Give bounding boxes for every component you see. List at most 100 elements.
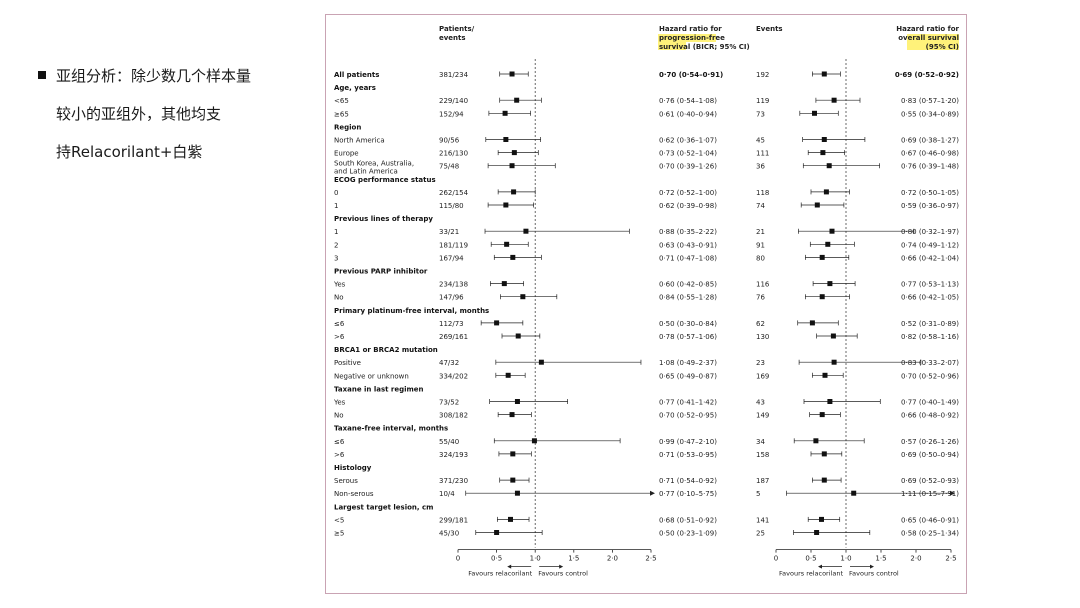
events-value: 36 <box>756 163 765 171</box>
os-hr-value: 0·57 (0·26–1·26) <box>901 438 959 446</box>
pfs-hr-value: 0·78 (0·57–1·06) <box>659 333 717 341</box>
events-value: 158 <box>756 451 769 459</box>
events-value: 91 <box>756 241 765 249</box>
patients-events-value: 45/30 <box>439 530 459 538</box>
subgroup-label: 1 <box>334 228 338 236</box>
subgroup-label: North America <box>334 137 385 145</box>
pfs-hr-header: progression-free <box>659 34 725 42</box>
patients-events-value: 112/73 <box>439 320 464 328</box>
os-hr-point <box>851 490 857 496</box>
pfs-tick-label: 0·5 <box>491 555 502 563</box>
os-hr-point <box>809 320 815 326</box>
pfs-tick-label: 1·5 <box>568 555 579 563</box>
os-hr-value: 1·11 (0·15–7·91) <box>901 490 959 498</box>
os-hr-point <box>814 202 820 208</box>
patients-events-value: 181/119 <box>439 241 468 249</box>
subgroup-header: ECOG performance status <box>334 176 436 184</box>
subgroup-label: Yes <box>333 399 346 407</box>
os-hr-point <box>830 333 836 339</box>
pfs-hr-point <box>504 241 510 247</box>
subgroup-header: Histology <box>334 464 372 472</box>
events-value: 111 <box>756 150 769 158</box>
patients-events-value: 324/193 <box>439 451 468 459</box>
pfs-hr-value: 1·08 (0·49–2·37) <box>659 359 717 367</box>
subgroup-label: 1 <box>334 202 338 210</box>
os-hr-value: 0·80 (0·32–1·97) <box>901 228 959 236</box>
subgroup-label: 2 <box>334 241 338 249</box>
pfs-hr-point <box>514 399 520 404</box>
subgroup-label: South Korea, Australia, <box>334 160 414 168</box>
patients-events-value: 55/40 <box>439 438 459 446</box>
patients-events-value: 262/154 <box>439 189 469 197</box>
pfs-favours-left-arrowhead <box>507 564 512 569</box>
pfs-hr-value: 0·71 (0·47–1·08) <box>659 254 717 262</box>
subgroup-header: Taxane-free interval, months <box>334 425 448 433</box>
subgroup-label: No <box>334 412 344 420</box>
subgroup-header: Age, years <box>334 84 376 92</box>
pfs-hr-point <box>509 412 515 418</box>
pfs-ci-arrow <box>650 490 655 496</box>
subgroup-header: BRCA1 or BRCA2 mutation <box>334 346 438 354</box>
os-tick-label: 2·5 <box>945 555 956 563</box>
os-hr-value: 0·67 (0·46–0·98) <box>901 150 959 158</box>
pfs-hr-point <box>523 228 529 234</box>
events-value: 21 <box>756 228 765 236</box>
subgroup-label: No <box>334 294 344 302</box>
bullet-line-2: 较小的亚组外，其他均支 <box>56 104 306 124</box>
pfs-hr-value: 0·60 (0·42–0·85) <box>659 281 717 289</box>
patients-events-value: 115/80 <box>439 202 464 210</box>
patients-events-value: 147/96 <box>439 294 464 302</box>
pfs-favours-left-label: Favours relacorilant <box>468 570 532 578</box>
patients-events-value: 299/181 <box>439 516 468 524</box>
subgroup-label: <65 <box>334 97 349 105</box>
os-hr-point <box>819 412 825 418</box>
pfs-hr-value: 0·50 (0·23–1·09) <box>659 530 717 538</box>
os-hr-value: 0·69 (0·52–0·92) <box>895 71 959 79</box>
events-value: 141 <box>756 516 769 524</box>
os-hr-value: 0·82 (0·58–1·16) <box>901 333 959 341</box>
os-hr-header: (95% CI) <box>926 43 959 51</box>
pfs-hr-value: 0·63 (0·43–0·91) <box>659 241 717 249</box>
events-value: 149 <box>756 412 769 420</box>
pfs-hr-point <box>503 202 509 208</box>
subgroup-label: 3 <box>334 254 338 262</box>
pfs-hr-value: 0·50 (0·30–0·84) <box>659 320 717 328</box>
patients-events-value: 308/182 <box>439 412 468 420</box>
subgroup-label: Non-serous <box>334 490 374 498</box>
events-value: 73 <box>756 110 765 118</box>
os-hr-point <box>829 228 835 234</box>
os-hr-value: 0·58 (0·25–1·34) <box>901 530 959 538</box>
pfs-hr-point <box>511 150 517 156</box>
subgroup-label: ≥65 <box>334 110 349 118</box>
os-hr-point <box>819 516 824 522</box>
pfs-tick-label: 2·5 <box>645 555 656 563</box>
pfs-hr-point <box>510 477 516 483</box>
os-hr-point <box>826 163 832 169</box>
os-hr-point <box>827 399 833 404</box>
pfs-hr-point <box>505 372 511 378</box>
os-hr-point <box>831 97 837 103</box>
os-hr-value: 0·65 (0·46–0·91) <box>901 516 959 524</box>
subgroup-header: Primary platinum-free interval, months <box>334 307 489 315</box>
patients-events-value: 371/230 <box>439 477 468 485</box>
pfs-hr-point <box>494 530 500 535</box>
os-hr-point <box>823 189 829 195</box>
pfs-hr-point <box>510 451 516 457</box>
events-value: 62 <box>756 320 765 328</box>
events-value: 116 <box>756 281 770 289</box>
os-hr-value: 0·74 (0·49–1·12) <box>901 241 959 249</box>
subgroup-header: Region <box>334 123 361 131</box>
pfs-hr-point <box>510 254 516 260</box>
os-hr-value: 0·69 (0·52–0·93) <box>901 477 959 485</box>
pfs-hr-point <box>511 189 517 195</box>
patients-events-value: 90/56 <box>439 137 460 145</box>
pfs-highlight <box>658 34 716 42</box>
events-value: 187 <box>756 477 769 485</box>
os-tick-label: 0 <box>774 555 778 563</box>
os-hr-point <box>822 372 828 378</box>
os-favours-left-arrowhead <box>818 564 822 569</box>
pfs-hr-value: 0·62 (0·36–1·07) <box>659 137 717 145</box>
subgroup-label: All patients <box>334 71 379 79</box>
os-hr-point <box>831 359 837 365</box>
pfs-hr-point <box>514 490 520 496</box>
